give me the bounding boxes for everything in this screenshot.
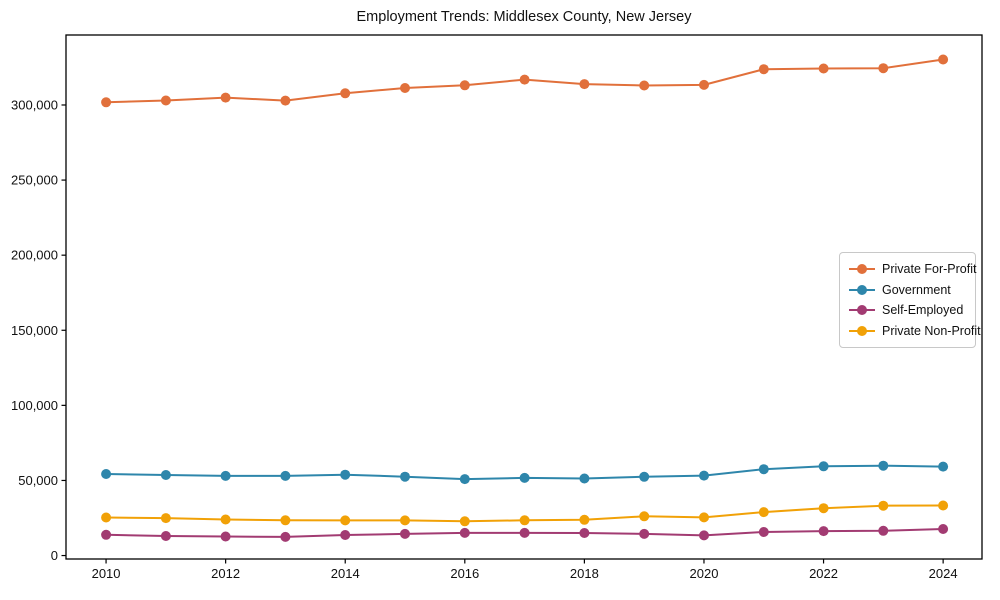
- data-point: [938, 500, 949, 511]
- data-point: [938, 524, 949, 534]
- data-point: [818, 526, 829, 537]
- legend-label: Private For-Profit: [882, 262, 977, 277]
- data-point: [280, 515, 291, 526]
- data-point: [519, 515, 530, 526]
- data-point: [758, 464, 769, 475]
- data-point: [101, 529, 112, 540]
- legend: Private For-Profit Government Self-Emplo…: [839, 252, 981, 348]
- x-tick-label: 2016: [450, 566, 479, 581]
- data-point: [699, 79, 709, 90]
- data-point: [400, 83, 410, 93]
- data-point: [699, 470, 709, 481]
- data-point: [220, 470, 231, 481]
- data-point: [818, 63, 829, 74]
- x-tick-label: 2024: [929, 566, 958, 581]
- data-point: [579, 528, 590, 538]
- data-point: [280, 95, 291, 106]
- y-tick-label: 300,000: [11, 97, 58, 112]
- y-tick-label: 250,000: [11, 173, 58, 188]
- data-point: [699, 530, 709, 541]
- data-point: [280, 531, 291, 542]
- data-point: [101, 469, 112, 479]
- data-point: [579, 473, 590, 484]
- data-point: [818, 503, 829, 514]
- x-tick-label: 2018: [570, 566, 599, 581]
- legend-item-government: Government: [849, 280, 966, 301]
- data-point: [878, 525, 889, 536]
- legend-label: Private Non-Profit: [882, 323, 981, 338]
- data-point: [400, 528, 410, 539]
- data-point: [459, 527, 470, 538]
- line-marker-icon: [849, 284, 875, 296]
- legend-item-private-for-profit: Private For-Profit: [849, 259, 976, 280]
- legend-label: Self-Employed: [882, 303, 964, 318]
- data-point: [459, 474, 470, 485]
- x-tick-label: 2022: [809, 566, 838, 581]
- plot-border: [65, 34, 983, 560]
- data-point: [280, 470, 291, 481]
- data-point: [160, 531, 171, 541]
- data-point: [938, 54, 949, 65]
- data-point: [818, 461, 829, 472]
- data-point: [758, 507, 769, 518]
- data-point: [220, 531, 231, 542]
- line-marker-icon: [849, 325, 875, 337]
- data-point: [160, 95, 171, 106]
- data-point: [639, 528, 650, 539]
- x-tick-label: 2014: [331, 566, 360, 581]
- x-tick-label: 2012: [211, 566, 240, 581]
- legend-item-private-non-profit: Private Non-Profit: [849, 321, 981, 342]
- data-point: [878, 500, 889, 511]
- data-point: [101, 97, 112, 108]
- data-point: [758, 527, 769, 537]
- data-point: [340, 515, 351, 526]
- line-marker-icon: [849, 263, 875, 275]
- data-point: [878, 63, 889, 74]
- legend-label: Government: [882, 282, 951, 297]
- line-marker-icon: [849, 304, 875, 316]
- data-point: [758, 64, 769, 75]
- data-point: [639, 471, 650, 482]
- legend-item-self-employed: Self-Employed: [849, 300, 966, 321]
- data-point: [459, 516, 470, 527]
- data-point: [220, 514, 231, 525]
- data-point: [340, 469, 351, 480]
- data-point: [160, 470, 171, 480]
- data-point: [220, 92, 231, 103]
- data-point: [340, 88, 351, 99]
- data-point: [639, 511, 650, 522]
- data-point: [519, 527, 530, 538]
- y-tick-label: 100,000: [11, 398, 58, 413]
- chart-title: Employment Trends: Middlesex County, New…: [356, 9, 692, 25]
- y-tick-label: 0: [51, 548, 58, 563]
- data-point: [519, 74, 530, 85]
- x-tick-label: 2010: [92, 566, 121, 581]
- data-point: [639, 80, 650, 91]
- y-tick-label: 200,000: [11, 248, 58, 263]
- data-point: [400, 515, 410, 526]
- data-point: [101, 512, 112, 523]
- data-point: [579, 514, 590, 525]
- data-point: [459, 80, 470, 91]
- data-point: [400, 471, 410, 482]
- data-point: [160, 513, 171, 524]
- data-point: [878, 460, 889, 471]
- y-tick-label: 50,000: [18, 473, 58, 488]
- data-point: [938, 461, 949, 472]
- data-point: [699, 512, 709, 523]
- y-tick-label: 150,000: [11, 323, 58, 338]
- data-point: [340, 530, 351, 540]
- x-tick-label: 2020: [690, 566, 719, 581]
- data-point: [579, 79, 590, 90]
- data-point: [519, 472, 530, 483]
